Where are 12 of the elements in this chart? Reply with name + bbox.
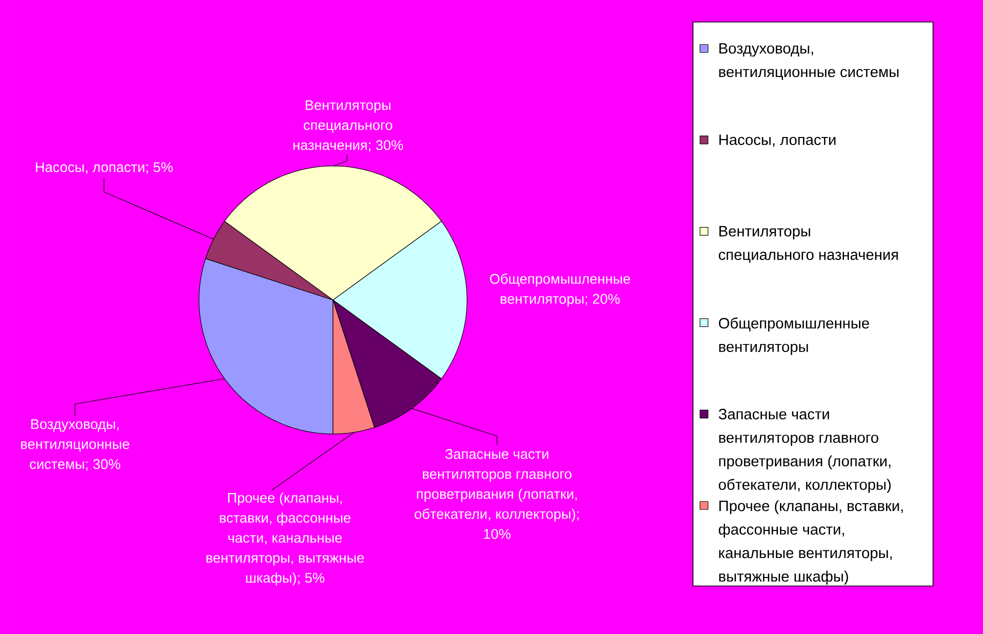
- legend-label: Воздуховоды, вентиляционные системы: [719, 43, 898, 80]
- legend-label: Общепромышленные вентиляторы: [718, 317, 870, 355]
- legend-label: Запасные части вентиляторов главного проветривания (лопатки, обтекатели, коллекторы): [718, 408, 891, 493]
- data-label: Воздуховоды, вентиляционные системы; 30%: [21, 419, 130, 471]
- data-label: Запасные части вентиляторов главного проветривания (лопатки, обтекатели, коллекторы); 10%: [414, 449, 579, 539]
- data-label: Общепромышленные вентиляторы; 20%: [490, 273, 630, 307]
- legend-label: Насосы, лопасти: [719, 134, 836, 147]
- legend-label: Прочее (клапаны, вставки, фассонные части, канальные вентиляторы, вытяжные шкафы): [718, 500, 903, 585]
- data-label: Насосы, лопасти; 5%: [36, 162, 173, 174]
- legend-label: Вентиляторы специального назначения: [718, 226, 898, 263]
- data-label: Прочее (клапаны, вставки, фассонные части, канальные вентиляторы, вытяжные шкафы); 5%: [206, 492, 364, 586]
- data-label: Вентиляторы специального назначения; 30%: [293, 100, 403, 152]
